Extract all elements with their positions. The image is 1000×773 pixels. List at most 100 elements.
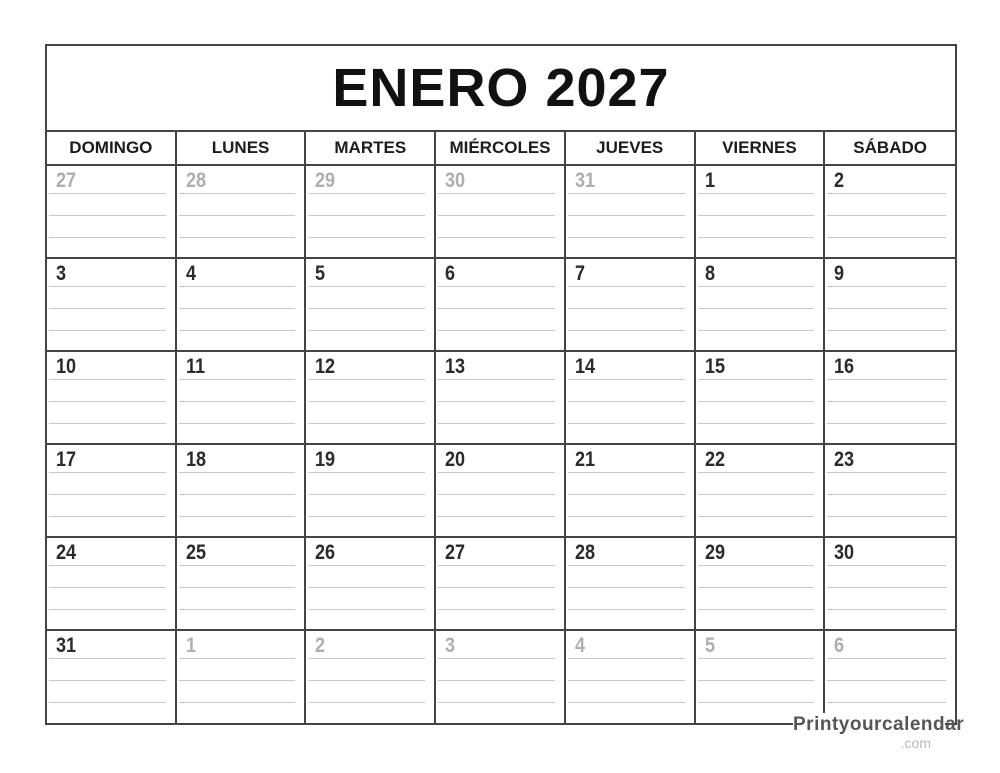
writing-line (308, 473, 426, 495)
writing-line (827, 194, 946, 216)
day-number: 30 (438, 166, 555, 194)
week-row: 24 25 26 27 28 29 30 (47, 538, 955, 631)
calendar-title-box: ENERO 2027 (47, 46, 955, 132)
day-cell: 5 (696, 631, 826, 723)
day-number: 4 (567, 631, 685, 659)
writing-line (567, 659, 685, 681)
day-cell: 31 (47, 631, 177, 723)
day-cell: 30 (825, 538, 955, 629)
writing-line (49, 380, 166, 402)
day-cell: 7 (566, 259, 696, 350)
writing-line (827, 659, 946, 681)
day-cell: 5 (306, 259, 437, 350)
day-cell: 6 (436, 259, 566, 350)
day-number: 11 (178, 352, 296, 380)
day-cell: 2 (825, 166, 955, 257)
writing-line (438, 402, 555, 424)
writing-line (697, 194, 815, 216)
writing-line (697, 566, 815, 588)
writing-line (567, 216, 685, 238)
writing-line (178, 495, 296, 517)
brand-tld: .com (900, 735, 931, 751)
day-number: 1 (697, 166, 815, 194)
day-cell: 3 (436, 631, 566, 723)
day-cell: 24 (47, 538, 177, 629)
day-number: 5 (308, 259, 426, 287)
day-cell: 18 (177, 445, 307, 536)
day-cell: 4 (177, 259, 307, 350)
day-cell: 30 (436, 166, 566, 257)
day-cell: 29 (306, 166, 437, 257)
writing-line (567, 194, 685, 216)
day-number: 26 (308, 538, 426, 566)
writing-line (438, 287, 555, 309)
weekday-header-row: DOMINGO LUNES MARTES MIÉRCOLES JUEVES VI… (47, 132, 955, 166)
day-cell: 22 (696, 445, 826, 536)
writing-line (827, 216, 946, 238)
day-number: 14 (567, 352, 685, 380)
writing-line (178, 659, 296, 681)
writing-line (567, 309, 685, 331)
day-cell: 1 (696, 166, 826, 257)
day-number: 1 (178, 631, 296, 659)
day-cell: 26 (306, 538, 437, 629)
day-cell: 29 (696, 538, 826, 629)
writing-line (49, 659, 166, 681)
writing-line (697, 681, 815, 703)
weekday-header-domingo: DOMINGO (47, 132, 177, 164)
writing-line (308, 194, 426, 216)
day-number: 15 (697, 352, 815, 380)
writing-line (178, 402, 296, 424)
day-cell: 2 (306, 631, 437, 723)
day-cell: 23 (825, 445, 955, 536)
writing-line (308, 588, 426, 610)
writing-line (49, 216, 166, 238)
day-number: 17 (49, 445, 166, 473)
day-cell: 3 (47, 259, 177, 350)
writing-line (308, 216, 426, 238)
week-row: 17 18 19 20 21 22 23 (47, 445, 955, 538)
writing-line (308, 659, 426, 681)
day-number: 31 (49, 631, 166, 659)
writing-line (697, 588, 815, 610)
writing-line (827, 588, 946, 610)
writing-line (178, 216, 296, 238)
writing-line (697, 495, 815, 517)
day-number: 29 (308, 166, 426, 194)
day-number: 13 (438, 352, 555, 380)
weekday-header-lunes: LUNES (177, 132, 307, 164)
writing-line (178, 566, 296, 588)
calendar-title: ENERO 2027 (332, 58, 670, 118)
day-cell: 9 (825, 259, 955, 350)
writing-line (567, 287, 685, 309)
weekday-header-miercoles: MIÉRCOLES (436, 132, 566, 164)
day-number: 2 (827, 166, 946, 194)
writing-line (567, 402, 685, 424)
day-number: 12 (308, 352, 426, 380)
day-number: 9 (827, 259, 946, 287)
writing-line (49, 681, 166, 703)
day-cell: 13 (436, 352, 566, 443)
writing-line (49, 495, 166, 517)
writing-line (308, 495, 426, 517)
calendar-grid: 27 28 29 30 31 1 2 3 4 5 6 7 8 9 10 11 12 13 14 15 16 17 18 19 2… (47, 166, 955, 723)
day-number: 3 (438, 631, 555, 659)
day-number: 8 (697, 259, 815, 287)
day-number: 23 (827, 445, 946, 473)
writing-line (827, 566, 946, 588)
writing-line (438, 588, 555, 610)
day-number: 27 (49, 166, 166, 194)
writing-line (49, 566, 166, 588)
day-number: 22 (697, 445, 815, 473)
day-number: 18 (178, 445, 296, 473)
writing-line (697, 402, 815, 424)
weekday-header-sabado: SÁBADO (853, 138, 927, 157)
writing-line (49, 287, 166, 309)
writing-line (308, 681, 426, 703)
day-cell: 10 (47, 352, 177, 443)
writing-line (567, 495, 685, 517)
day-cell: 1 (177, 631, 307, 723)
week-row: 31 1 2 3 4 5 6 (47, 631, 955, 723)
writing-line (49, 194, 166, 216)
